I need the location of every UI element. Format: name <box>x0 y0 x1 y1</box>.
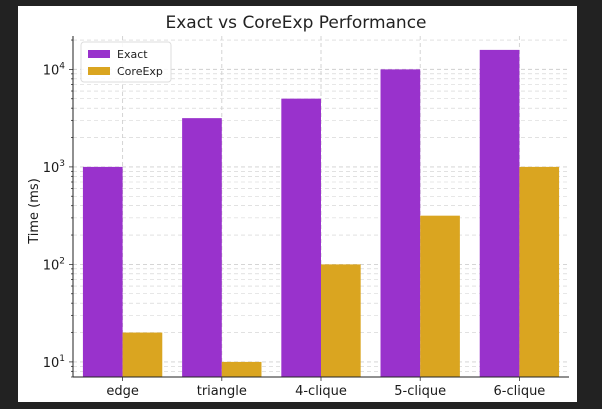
y-tick-label: 101 <box>43 354 65 371</box>
y-tick-label: 104 <box>43 61 66 78</box>
tick-labels: 101 102 103 104 edge triangle 4-clique 5-clique… <box>43 61 546 399</box>
bar-exact-triangle <box>182 118 222 377</box>
y-tick-label: 103 <box>43 159 65 176</box>
legend-label-coreexp: CoreExp <box>117 65 163 78</box>
bar-exact-edge <box>82 166 123 377</box>
bar-chart: Exact vs CoreExp Performance Time (ms) 1… <box>27 13 569 399</box>
x-tick-label: 6-clique <box>493 384 545 399</box>
legend-swatch-exact <box>88 50 110 58</box>
x-tick-label: triangle <box>197 384 247 399</box>
y-axis-label: Time (ms) <box>27 178 42 245</box>
x-tick-label: edge <box>106 384 139 399</box>
legend: Exact CoreExp <box>80 41 172 83</box>
bar-exact-5-clique <box>380 69 421 377</box>
x-tick-label: 4-clique <box>295 384 347 399</box>
y-tick-label: 102 <box>43 256 65 273</box>
chart-canvas: Exact vs CoreExp Performance Time (ms) 1… <box>18 6 577 402</box>
bar-exact-4-clique <box>281 98 321 378</box>
chart-title: Exact vs CoreExp Performance <box>165 13 426 33</box>
x-tick-label: 5-clique <box>394 384 446 399</box>
bar-coreexp-edge <box>122 332 163 377</box>
bar-coreexp-4-clique <box>321 264 361 377</box>
bar-coreexp-5-clique <box>420 215 460 377</box>
axes <box>69 36 569 381</box>
legend-swatch-coreexp <box>88 67 110 75</box>
bar-exact-6-clique <box>479 49 520 377</box>
bars <box>82 49 560 378</box>
bar-coreexp-triangle <box>221 361 262 377</box>
legend-label-exact: Exact <box>117 48 148 61</box>
bar-coreexp-6-clique <box>519 166 560 377</box>
